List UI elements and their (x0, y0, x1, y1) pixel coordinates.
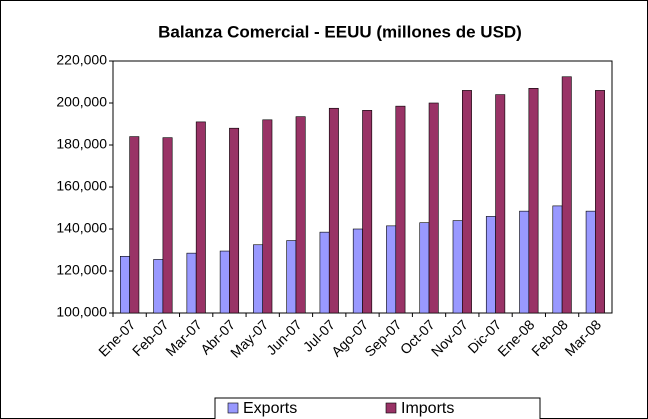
bar (519, 210, 530, 314)
bar (229, 127, 240, 314)
bar (419, 222, 430, 314)
bar (528, 88, 539, 314)
bar (561, 76, 572, 314)
bar (495, 94, 506, 314)
bar (295, 116, 306, 314)
bar (452, 220, 463, 314)
bar (485, 216, 496, 314)
chart-title: Balanza Comercial - EEUU (millones de US… (158, 22, 522, 41)
bar (428, 102, 439, 314)
bar (186, 252, 197, 314)
bar (120, 255, 130, 314)
legend-swatch (227, 402, 239, 414)
legend-label: Imports (401, 400, 454, 417)
y-tick-label: 120,000 (56, 262, 107, 278)
bar (395, 105, 406, 314)
y-tick-label: 140,000 (56, 220, 107, 236)
bar (262, 119, 273, 314)
bar (461, 90, 472, 314)
bar (153, 259, 164, 314)
y-tick-label: 100,000 (56, 304, 107, 320)
bar (195, 121, 206, 314)
bar (162, 137, 173, 314)
legend-box (214, 397, 541, 419)
bar (386, 225, 397, 314)
y-tick-label: 220,000 (56, 52, 107, 68)
legend-swatch (385, 402, 397, 414)
y-tick-label: 180,000 (56, 136, 107, 152)
bar (552, 205, 563, 314)
y-tick-label: 200,000 (56, 94, 107, 110)
legend-label: Exports (243, 400, 297, 417)
bar (362, 110, 373, 314)
bar (595, 90, 605, 314)
bar (319, 231, 330, 314)
bar (219, 250, 230, 314)
bar (253, 244, 263, 314)
bar (352, 228, 363, 314)
bar (286, 240, 297, 314)
bar (129, 136, 140, 314)
bar (585, 210, 596, 314)
bar (328, 107, 339, 314)
y-tick-label: 160,000 (56, 178, 107, 194)
